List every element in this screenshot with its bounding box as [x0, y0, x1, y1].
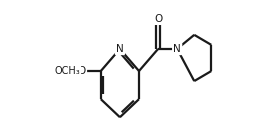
Text: N: N: [116, 44, 124, 54]
Text: O: O: [78, 66, 86, 76]
Text: OCH₃: OCH₃: [55, 66, 80, 76]
Text: N: N: [173, 44, 181, 54]
Text: O: O: [154, 14, 162, 24]
